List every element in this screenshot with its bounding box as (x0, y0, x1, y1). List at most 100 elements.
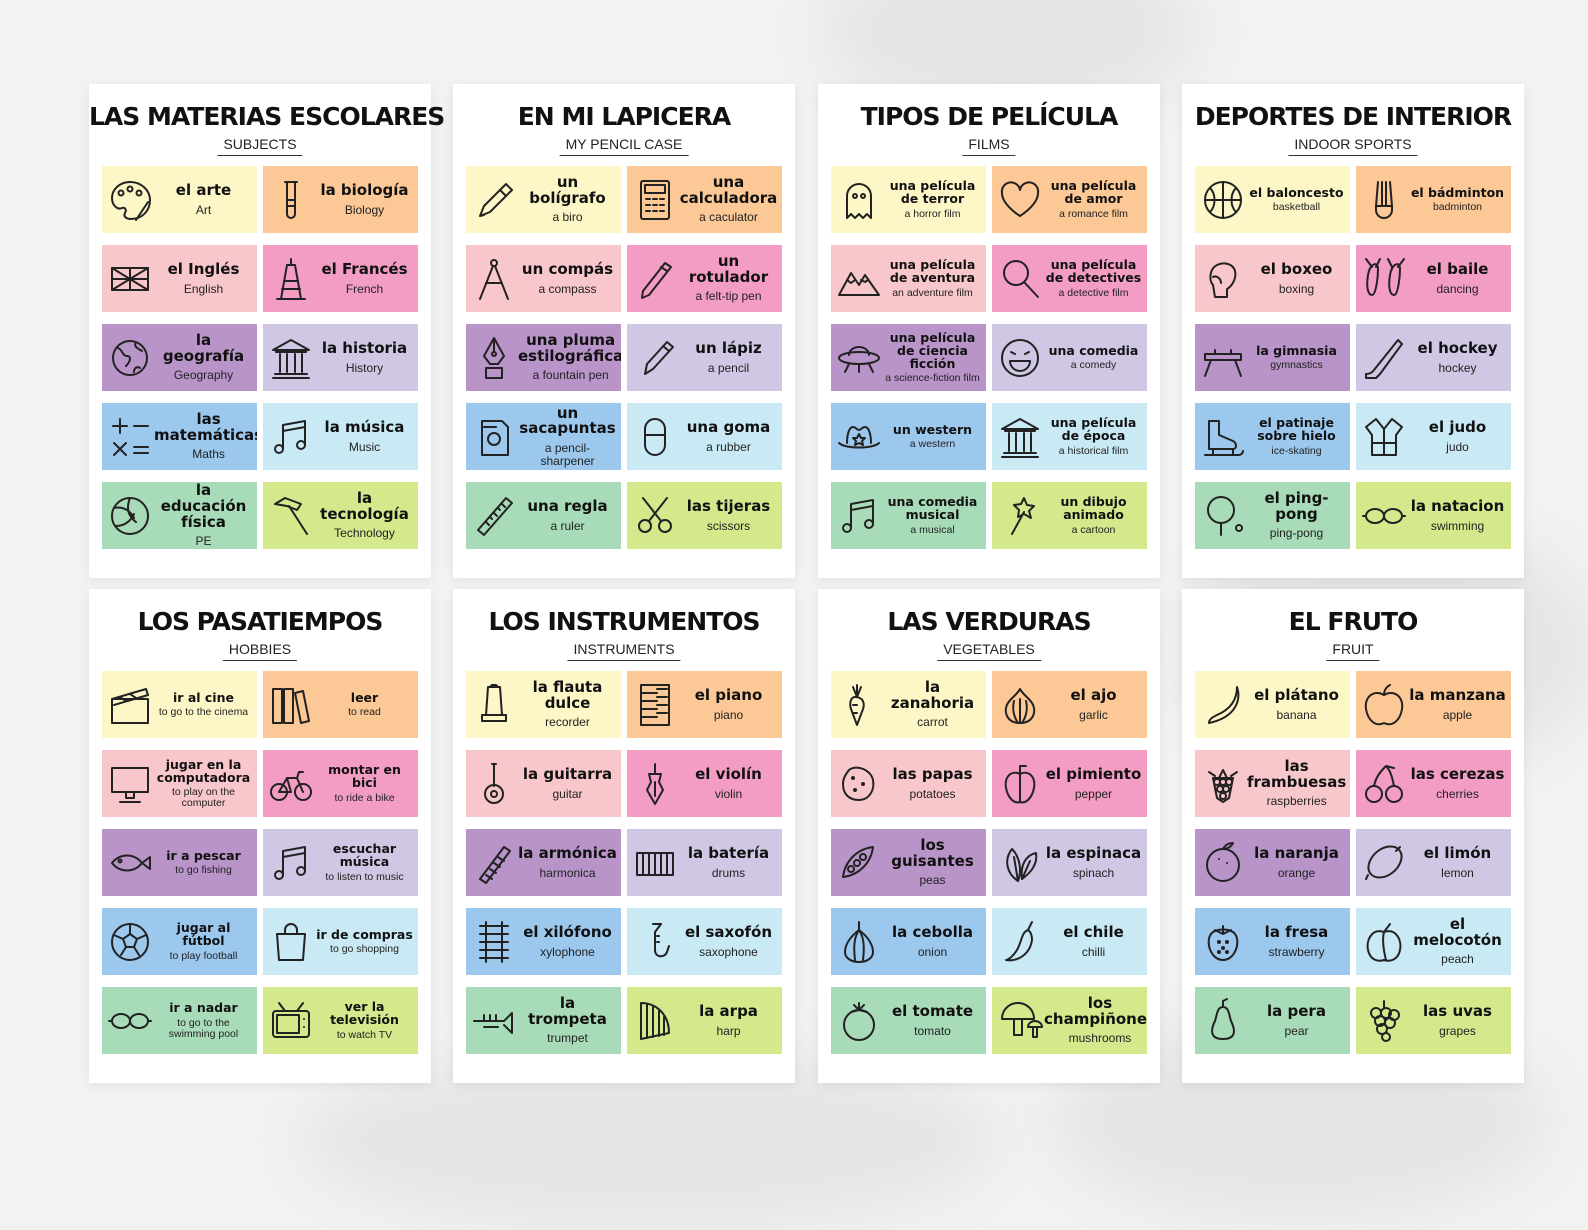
english-translation: chilli (1081, 944, 1106, 959)
spanish-word: un western (892, 421, 973, 437)
card-grid: el arte Art la biología Biology el Inglés Eng… (102, 166, 418, 549)
card-text: el plátano banana (1247, 687, 1350, 721)
spanish-word: una pluma estilográfica (518, 330, 621, 365)
english-translation: to go to the swimming pool (168, 1016, 239, 1040)
english-translation: pear (1284, 1023, 1309, 1038)
english-translation: a ruler (550, 518, 585, 533)
vocab-card: una calculadora a caculator (627, 166, 782, 233)
spanish-word: una goma (686, 417, 771, 436)
vocab-card: jugar en la computadora to play on the co… (102, 750, 257, 817)
english-translation: a western (909, 438, 956, 451)
shuttlecock-icon (1360, 176, 1408, 224)
card-text: el saxofón saxophone (679, 922, 782, 958)
recorder-icon (470, 681, 518, 729)
vocab-card: leer to read (263, 671, 418, 738)
judo-gi-icon (1360, 413, 1408, 461)
vocab-card: la arpa harp (627, 987, 782, 1054)
spanish-word: la natacion (1410, 496, 1505, 515)
ballet-shoes-icon (1360, 255, 1408, 303)
heart-icon (996, 176, 1044, 224)
english-translation: garlic (1079, 707, 1108, 722)
english-translation: orange (1277, 865, 1316, 880)
vocab-card: la trompeta trumpet (466, 987, 621, 1054)
card-text: un compás a compass (518, 259, 621, 295)
spanish-word: un dibujo animado (1060, 494, 1127, 523)
card-text: un rotulador a felt-tip pen (679, 253, 782, 304)
english-translation: to ride a bike (334, 791, 395, 804)
card-text: una comedia a comedy (1044, 344, 1147, 371)
vocab-card: una comedia musical a musical (831, 482, 986, 549)
books-icon (267, 681, 315, 729)
english-translation: pepper (1074, 786, 1113, 801)
cherries-icon (1360, 760, 1408, 808)
vocab-card: la pera pear (1195, 987, 1350, 1054)
english-translation: potatoes (909, 786, 956, 801)
music-notes-icon (835, 492, 883, 540)
vocab-sheet: EN MI LAPICERA MY PENCIL CASE un bolígrafo… (453, 84, 795, 578)
card-text: las tijeras scissors (679, 498, 782, 532)
english-translation: basketball (1272, 201, 1321, 214)
music-notes-icon (267, 413, 315, 461)
hammer-icon (267, 492, 315, 540)
english-translation: a biro (552, 210, 583, 225)
vocab-card: el piano piano (627, 671, 782, 738)
spanish-word: el saxofón (684, 922, 773, 941)
english-translation: Geography (173, 368, 234, 383)
vocab-sheet: LOS INSTRUMENTOS INSTRUMENTS la flauta dul… (453, 589, 795, 1083)
card-text: la espinaca spinach (1044, 845, 1147, 879)
english-translation: raspberries (1266, 794, 1327, 809)
spanish-word: una película de ciencia ficción (889, 329, 976, 372)
card-text: el bádminton badminton (1408, 186, 1511, 213)
sheet-title: LAS VERDURAS (887, 607, 1091, 636)
card-text: ir a pescar to go fishing (154, 849, 257, 876)
card-text: el ajo garlic (1044, 687, 1147, 722)
vocab-card: la biología Biology (263, 166, 418, 233)
english-translation: dancing (1436, 281, 1479, 296)
bicycle-icon (267, 760, 315, 808)
ice-skate-icon (1199, 413, 1247, 461)
vocab-card: la geografía Geography (102, 324, 257, 391)
vocab-card: jugar al fútbol to play football (102, 908, 257, 975)
magnifier-icon (996, 255, 1044, 303)
card-text: el piano piano (679, 687, 782, 722)
card-text: la arpa harp (679, 1003, 782, 1037)
card-grid: el baloncesto basketball el bádminton badmi… (1195, 166, 1511, 549)
fountain-pen-icon (470, 334, 518, 382)
spanish-word: el bádminton (1410, 184, 1505, 200)
temple-icon (267, 334, 315, 382)
card-text: el xilófono xylophone (518, 924, 621, 958)
spanish-word: el Francés (321, 259, 408, 278)
card-grid: el plátano banana la manzana apple las framb… (1195, 671, 1511, 1054)
vocab-card: el plátano banana (1195, 671, 1350, 738)
guitar-icon (470, 760, 518, 808)
vocab-card: ver la televisión to watch TV (263, 987, 418, 1054)
apple-icon (1360, 681, 1408, 729)
card-grid: la zanahoria carrot el ajo garlic las papas p… (831, 671, 1147, 1054)
spanish-word: la tecnología (320, 488, 409, 523)
english-translation: a felt-tip pen (695, 289, 762, 304)
grapes-icon (1360, 997, 1408, 1045)
potato-icon (835, 760, 883, 808)
card-text: escuchar música to listen to music (315, 842, 418, 882)
card-text: las frambuesas raspberries (1247, 758, 1350, 809)
vocab-sheet: DEPORTES DE INTERIOR INDOOR SPORTS el balo… (1182, 84, 1524, 578)
vocab-card: el ajo garlic (992, 671, 1147, 738)
mushroom-icon (996, 997, 1044, 1045)
english-translation: cherries (1436, 786, 1479, 801)
sharpener-icon (470, 413, 518, 461)
vocab-card: un western a western (831, 403, 986, 470)
vocab-card: la tecnología Technology (263, 482, 418, 549)
vocab-card: el xilófono xylophone (466, 908, 621, 975)
spanish-word: ir de compras (316, 926, 413, 942)
ghost-icon (835, 176, 883, 224)
english-translation: piano (713, 707, 744, 722)
sheet-subtitle: FILMS (962, 136, 1016, 156)
vocab-card: un sacapuntas a pencil-sharpener (466, 403, 621, 470)
uk-flag-icon (106, 255, 154, 303)
spanish-word: un compás (521, 259, 614, 278)
laughing-face-icon (996, 334, 1044, 382)
vocab-card: el boxeo boxing (1195, 245, 1350, 312)
vocab-card: las tijeras scissors (627, 482, 782, 549)
english-translation: a science-fiction film (885, 372, 980, 385)
vocab-card: las frambuesas raspberries (1195, 750, 1350, 817)
